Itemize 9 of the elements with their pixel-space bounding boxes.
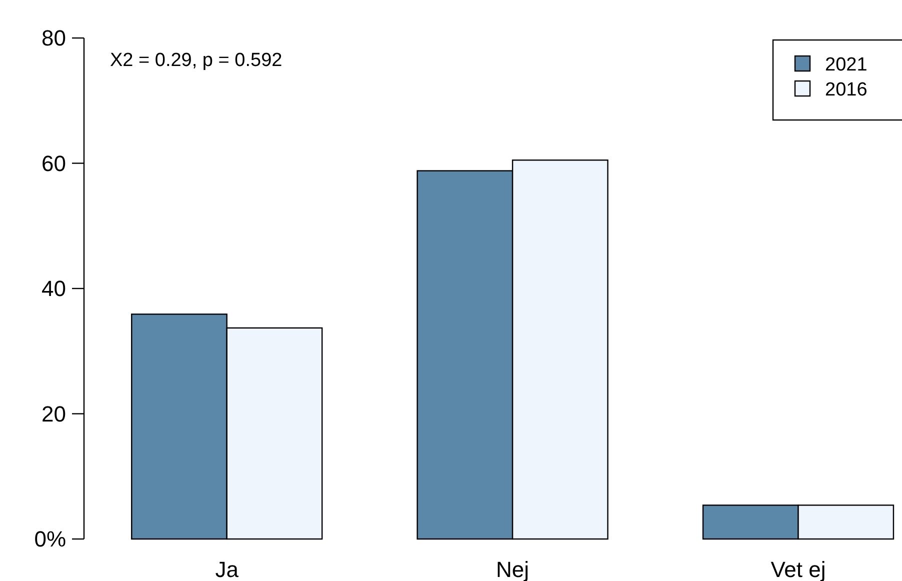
y-tick-label: 60 — [42, 150, 66, 176]
y-tick-label: 20 — [42, 401, 66, 426]
y-tick-label: 80 — [42, 26, 66, 51]
legend-label: 2021 — [825, 54, 868, 76]
legend-label: 2016 — [825, 80, 868, 101]
annotation: X2 = 0.29, p = 0.592 — [110, 50, 282, 71]
y-tick-label: 0% — [34, 526, 66, 552]
y-tick-label: 40 — [42, 276, 66, 302]
x-tick-label: Ja — [215, 557, 240, 581]
